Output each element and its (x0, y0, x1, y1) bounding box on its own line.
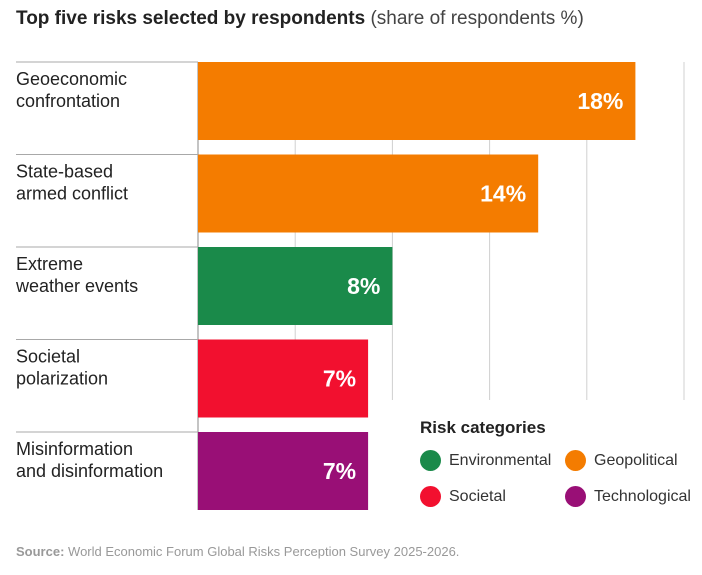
category-label: confrontation (16, 91, 120, 111)
category-label: and disinformation (16, 461, 163, 481)
bar (198, 62, 636, 140)
source-note: Source: World Economic Forum Global Risk… (16, 544, 459, 559)
chart-title: Top five risks selected by respondents (… (16, 8, 584, 30)
legend-item: Societal (420, 486, 565, 507)
source-label: Source: (16, 544, 65, 559)
legend-label: Technological (594, 487, 691, 505)
category-label: Extreme (16, 254, 83, 274)
bar (198, 339, 369, 418)
legend-label: Societal (449, 487, 506, 505)
legend-item: Environmental (420, 450, 565, 471)
legend-title: Risk categories (420, 418, 546, 437)
bar (198, 432, 369, 510)
row-separators (16, 61, 198, 433)
category-label: weather events (15, 276, 138, 296)
legend-label: Geopolitical (594, 451, 678, 469)
value-label: 7% (323, 458, 356, 484)
chart-title-main: Top five risks selected by respondents (16, 8, 366, 29)
category-label: Geoeconomic (16, 69, 127, 89)
legend-swatch (565, 486, 586, 507)
value-labels: 18% 14% 8% 7% 7% (323, 88, 624, 484)
legend-item: Technological (565, 486, 700, 507)
bars (198, 62, 636, 510)
chart-title-sub: (share of respondents %) (370, 8, 584, 29)
value-label: 18% (577, 88, 623, 114)
category-label: Misinformation (16, 439, 133, 459)
category-label: armed conflict (16, 184, 128, 204)
value-label: 8% (347, 273, 380, 299)
legend-swatch (565, 450, 586, 471)
legend-items: Environmental Geopolitical Societal Technol… (420, 450, 700, 507)
bar (198, 247, 393, 325)
value-label: 7% (323, 366, 356, 392)
legend: Risk categories Environmental Geopolitica… (420, 418, 700, 507)
source-text: World Economic Forum Global Risks Percep… (68, 544, 460, 559)
category-label: Societal (16, 347, 80, 367)
legend-swatch (420, 450, 441, 471)
category-label: State-based (16, 162, 113, 182)
legend-label: Environmental (449, 451, 552, 469)
category-label: polarization (16, 369, 108, 389)
legend-item: Geopolitical (565, 450, 700, 471)
value-label: 14% (480, 181, 526, 207)
bar (198, 154, 539, 233)
legend-swatch (420, 486, 441, 507)
